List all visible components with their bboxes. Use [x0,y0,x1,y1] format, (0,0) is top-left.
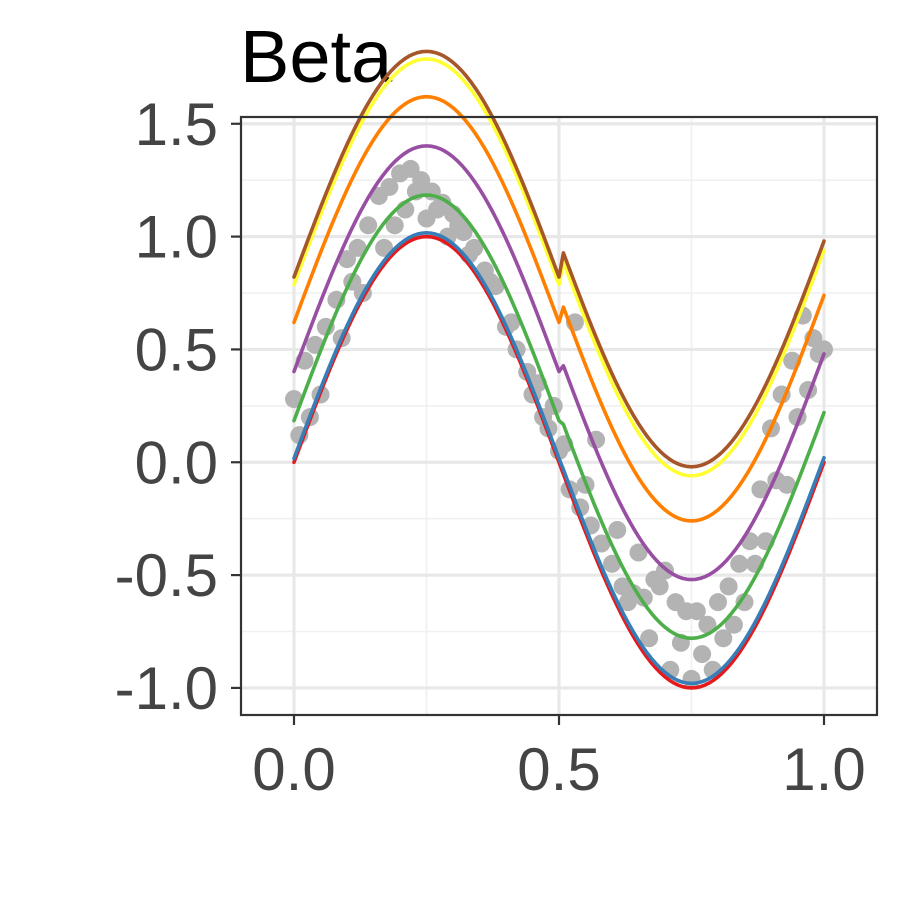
data-point [592,534,611,553]
x-axis-tick-labels: 0.0 0.5 1.0 [252,736,865,803]
x-tick-label: 1.0 [782,736,865,803]
fit-curve-7 [292,49,826,469]
fit-curve-4 [292,144,826,582]
data-point [719,577,738,596]
data-point [629,543,648,562]
fit-curve-3 [292,193,826,641]
x-tick-label: 0.0 [252,736,335,803]
data-point [724,615,743,634]
data-point [698,615,717,634]
data-point [375,238,394,257]
data-point [359,216,378,235]
fit-curve-6 [292,57,826,478]
fitted-curves [292,49,826,690]
data-point [687,602,706,621]
data-point [428,200,447,219]
y-tick-label: 0.0 [135,429,218,496]
fit-curve-5 [292,94,826,523]
data-point [380,177,399,196]
data-point [693,645,712,664]
x-tick-label: 0.5 [517,736,600,803]
data-point [401,159,420,178]
data-point [709,593,727,612]
data-point [714,629,733,648]
data-point [449,216,468,235]
data-point [735,593,754,612]
data-point [385,216,404,235]
data-point [348,238,367,257]
y-tick-label: 0.5 [135,316,218,383]
y-tick-label: 1.0 [135,204,218,271]
data-point [603,554,621,573]
data-point [618,593,637,612]
chart-title: Beta [240,15,393,98]
y-tick-label: -0.5 [115,542,218,609]
data-point [608,520,627,539]
data-point [650,577,669,596]
data-point [338,250,356,269]
axis-ticks [231,122,826,725]
y-tick-label: 1.5 [135,91,218,158]
data-point [730,554,749,573]
fit-curve-2 [292,231,826,686]
y-axis-tick-labels: 1.5 1.0 0.5 0.0 -0.5 -1.0 [115,91,218,722]
y-tick-label: -1.0 [115,655,218,722]
data-point [640,629,659,648]
data-point [751,480,770,499]
